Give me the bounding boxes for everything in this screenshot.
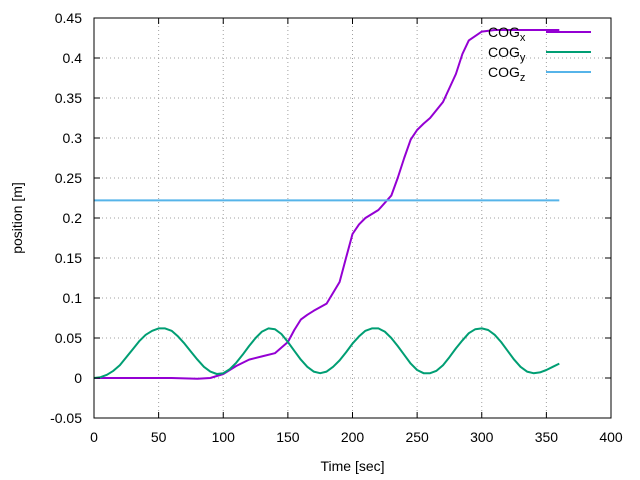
- x-tick-label: 150: [276, 429, 300, 445]
- x-tick-label: 300: [470, 429, 494, 445]
- x-tick-label: 400: [599, 429, 623, 445]
- x-tick-label: 0: [90, 429, 98, 445]
- legend-label-cog-z: COGz: [488, 64, 525, 84]
- grid: [94, 18, 611, 418]
- x-axis-label: Time [sec]: [320, 458, 384, 474]
- y-tick-label: 0.15: [55, 250, 82, 266]
- x-tick-label: 350: [535, 429, 559, 445]
- x-tick-label: 250: [405, 429, 429, 445]
- legend-label-cog-y: COGy: [488, 44, 526, 64]
- y-tick-label: 0.25: [55, 170, 82, 186]
- x-tick-label: 50: [151, 429, 167, 445]
- series-line-cog-x: [94, 29, 560, 380]
- series-layer: [93, 29, 560, 380]
- y-tick-label: 0.45: [55, 10, 82, 26]
- y-tick-label: 0.3: [63, 130, 83, 146]
- legend-label-cog-x: COGx: [488, 24, 526, 44]
- y-axis-label: position [m]: [9, 182, 25, 254]
- y-tick-label: 0.2: [63, 210, 83, 226]
- axis-ticks: 0 50 100 150 200 250 300 350 400 -0.05 0 0.05 0.1 0.1…: [50, 10, 623, 445]
- y-tick-label: 0.4: [63, 50, 83, 66]
- y-tick-label: 0.35: [55, 90, 82, 106]
- y-tick-label: -0.05: [50, 410, 82, 426]
- y-tick-label: 0: [74, 370, 82, 386]
- series-line-cog-y: [93, 327, 560, 379]
- x-tick-label: 100: [212, 429, 236, 445]
- x-tick-label: 200: [341, 429, 365, 445]
- y-tick-label: 0.05: [55, 330, 82, 346]
- y-tick-label: 0.1: [63, 290, 83, 306]
